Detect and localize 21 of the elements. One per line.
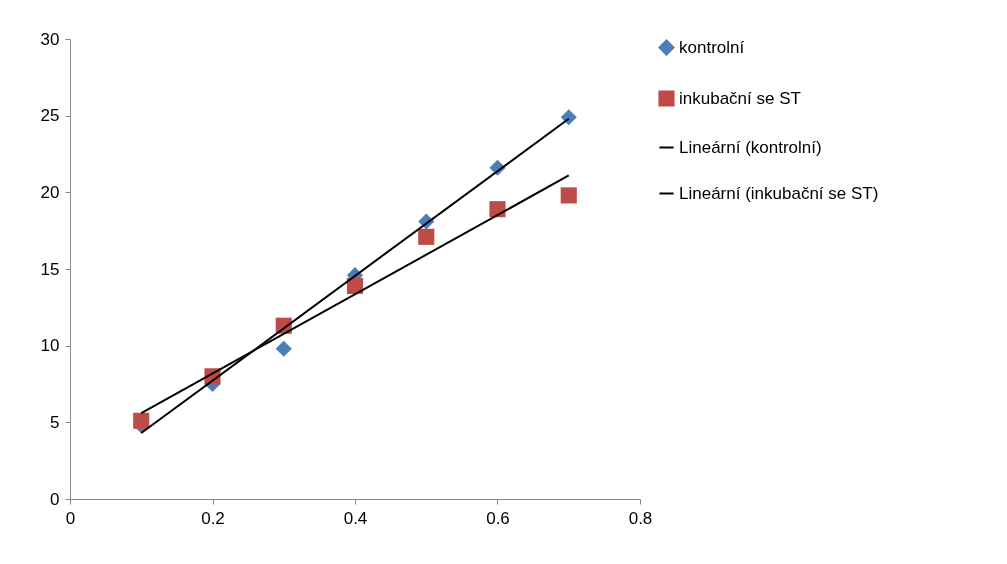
x-tick-label: 0 [65, 508, 76, 528]
y-tick-label: 15 [40, 259, 60, 279]
x-tick-label: 0.4 [343, 508, 368, 528]
x-tick-label: 0.6 [486, 508, 510, 528]
legend-label: Lineární (inkubační se ST) [679, 183, 879, 203]
y-tick-label: 20 [40, 182, 60, 202]
legend-label: kontrolní [679, 37, 745, 57]
point [418, 228, 435, 245]
y-tick-label: 0 [50, 489, 60, 509]
point [560, 109, 577, 126]
point [560, 187, 577, 204]
y-tick-label: 25 [40, 106, 60, 126]
point [275, 340, 292, 357]
y-tick-label: 5 [50, 412, 60, 432]
y-tick-label: 30 [40, 29, 60, 49]
x-tick-label: 0.2 [201, 508, 225, 528]
point [133, 412, 150, 429]
y-tick-label: 10 [40, 336, 60, 356]
legend-label: inkubační se ST [679, 88, 801, 108]
x-tick-label: 0.8 [628, 508, 653, 528]
legend-label: Lineární (kontrolní) [679, 137, 822, 157]
